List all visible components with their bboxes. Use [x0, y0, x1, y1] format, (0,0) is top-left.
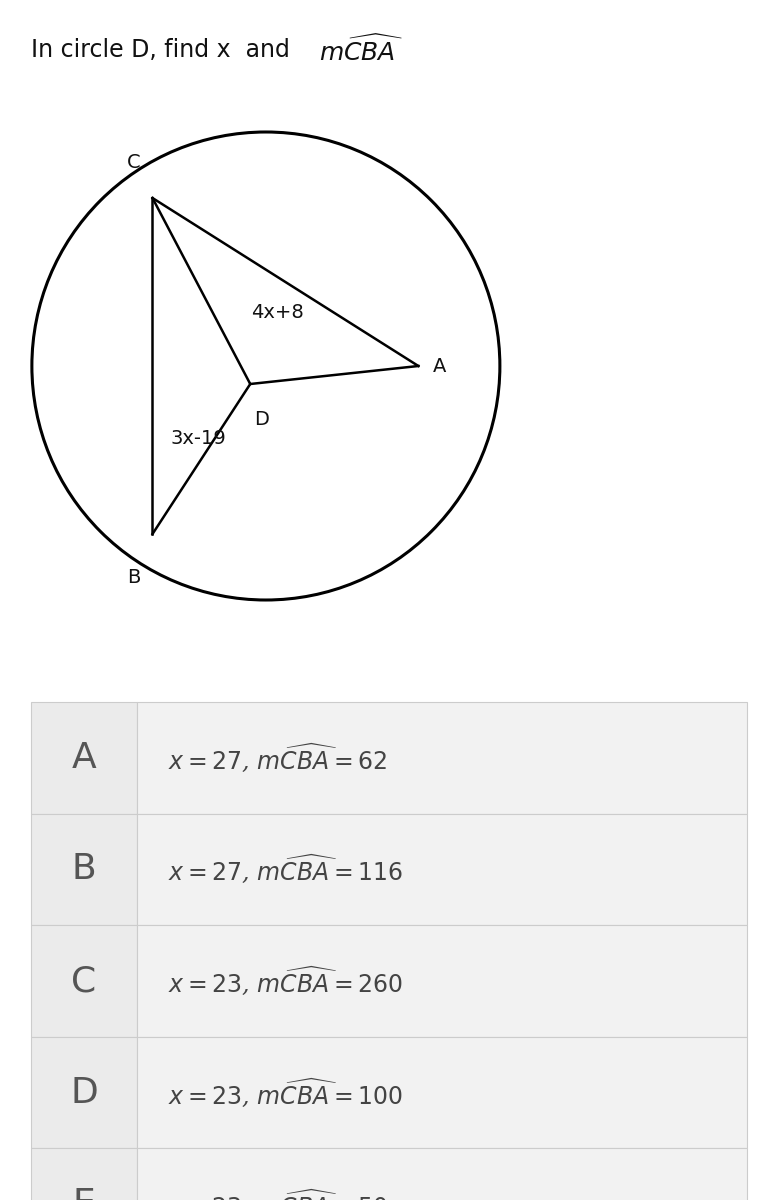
Bar: [31, 702, 137, 814]
Text: C: C: [71, 964, 97, 998]
Bar: [31, 1037, 137, 1148]
Text: $x = 27$, $m\widehat{CBA} = 116$: $x = 27$, $m\widehat{CBA} = 116$: [168, 853, 404, 886]
Text: C: C: [127, 152, 141, 172]
Bar: [31, 1148, 137, 1200]
Text: In circle D, find x  and: In circle D, find x and: [31, 38, 298, 62]
Text: $x = 27$, $m\widehat{CBA} = 62$: $x = 27$, $m\widehat{CBA} = 62$: [168, 742, 387, 774]
Text: $x = 23$, $m\widehat{CBA} = 50$: $x = 23$, $m\widehat{CBA} = 50$: [168, 1188, 388, 1200]
Bar: [137, 925, 747, 1037]
Bar: [137, 814, 747, 925]
Bar: [31, 814, 137, 925]
Bar: [137, 1148, 747, 1200]
Text: A: A: [432, 356, 446, 376]
Text: 4x+8: 4x+8: [251, 302, 304, 322]
Text: B: B: [72, 852, 96, 887]
Text: $x = 23$, $m\widehat{CBA} = 260$: $x = 23$, $m\widehat{CBA} = 260$: [168, 965, 403, 997]
Text: E: E: [73, 1187, 95, 1200]
Bar: [31, 925, 137, 1037]
Bar: [137, 1037, 747, 1148]
Text: D: D: [254, 410, 269, 430]
Text: 3x-19: 3x-19: [170, 428, 226, 448]
Text: $x = 23$, $m\widehat{CBA} = 100$: $x = 23$, $m\widehat{CBA} = 100$: [168, 1076, 403, 1109]
Bar: [137, 702, 747, 814]
Text: A: A: [72, 740, 96, 775]
Text: $m\widehat{CBA}$: $m\widehat{CBA}$: [319, 35, 404, 66]
Text: B: B: [127, 568, 141, 587]
Text: D: D: [70, 1075, 98, 1110]
